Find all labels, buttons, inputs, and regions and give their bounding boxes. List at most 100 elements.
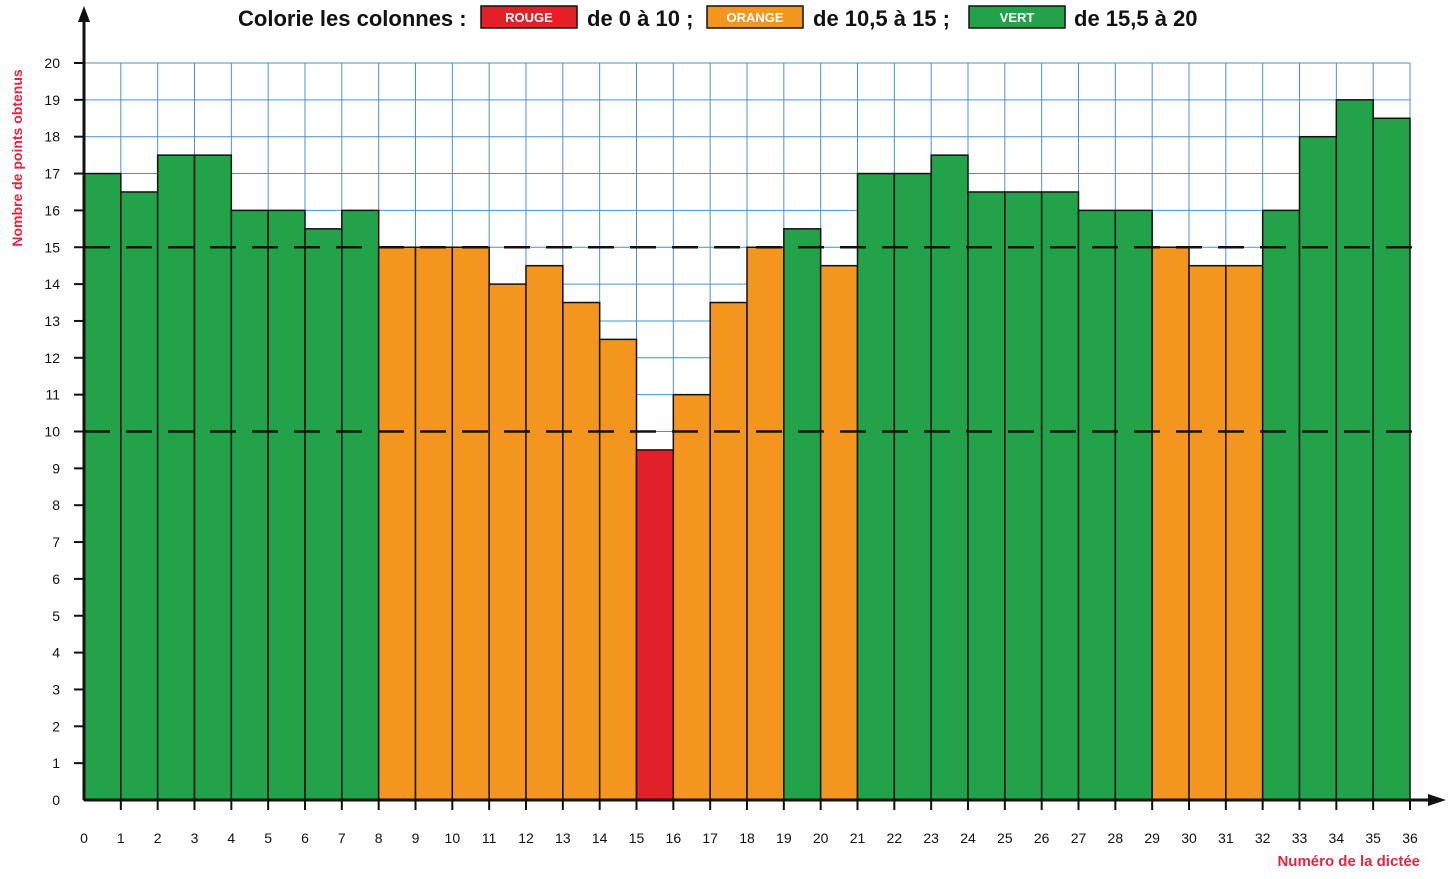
y-tick-label: 20 [44,55,60,71]
y-tick-label: 8 [52,497,60,513]
bar [1372,117,1411,801]
bar [414,246,454,801]
y-tick-label: 4 [52,645,60,661]
header-title: Colorie les colonnes : [238,6,467,31]
reference-lines [84,246,1418,433]
bar [783,228,822,801]
bar [1298,135,1338,801]
y-tick-label: 10 [44,424,60,440]
x-tick-label: 29 [1144,830,1160,846]
bar [635,449,675,801]
y-axis-arrow [78,6,90,22]
x-tick-label: 11 [482,830,497,846]
y-tick-label: 7 [52,534,60,550]
x-tick-label: 1 [117,830,125,846]
legend-label-orange: ORANGE [726,10,783,25]
x-tick-label: 2 [154,830,162,846]
x-tick-label: 14 [592,830,608,846]
y-tick-label: 6 [52,571,60,587]
x-tick-label: 4 [227,830,235,846]
bar [525,264,564,801]
x-tick-label: 10 [445,830,461,846]
x-tick-label: 19 [776,830,792,846]
bar [930,154,969,801]
bar [120,191,159,801]
bar [1261,209,1301,801]
bar [156,154,196,801]
y-tick-label: 11 [45,387,60,403]
x-tick-label: 36 [1402,830,1418,846]
y-tick-label: 3 [52,681,60,697]
bar [193,154,233,801]
bar [230,209,269,801]
x-tick-label: 32 [1255,830,1271,846]
bar [893,172,932,801]
x-axis-arrow [1428,794,1446,806]
x-tick-label: 17 [702,830,718,846]
bar [562,301,601,801]
chart-header: Colorie les colonnes : ROUGE de 0 à 10 ; OR… [238,5,1198,31]
bar [341,209,380,801]
bar [377,246,417,801]
bar [83,172,122,801]
x-tick-label: 5 [264,830,272,846]
x-tick-label: 6 [301,830,309,846]
bar [1040,191,1080,801]
x-tick-label: 16 [666,830,682,846]
x-tick-label: 24 [960,830,976,846]
x-tick-label: 27 [1071,830,1087,846]
x-tick-label: 25 [997,830,1013,846]
y-tick-label: 14 [44,276,60,292]
bar [1004,191,1043,801]
bar [488,283,527,801]
y-tick-label: 5 [52,608,60,624]
bars [83,99,1411,801]
x-tick-label: 21 [850,830,866,846]
x-tick-label: 30 [1181,830,1197,846]
bar [709,301,748,801]
y-tick-label: 13 [44,313,60,329]
x-tick-label: 7 [338,830,346,846]
bar [1225,264,1264,801]
bar [819,264,859,801]
bar [304,228,343,801]
bar [672,393,711,801]
axis-labels: Nombre de points obtenus Numéro de la dic… [9,69,1420,870]
y-tick-label: 15 [44,239,60,255]
x-tick-label: 8 [375,830,383,846]
bar [1335,99,1374,801]
x-tick-label: 26 [1034,830,1050,846]
legend-swatch-orange [706,5,804,29]
x-tick-label: 31 [1218,830,1234,846]
x-tick-label: 0 [80,830,88,846]
legend-label-vert: VERT [1000,10,1035,25]
x-tick-label: 15 [629,830,645,846]
legend-range-rouge: de 0 à 10 ; [587,6,693,31]
bar [267,209,306,801]
bar [598,338,638,801]
x-tick-label: 35 [1365,830,1381,846]
y-tick-label: 9 [52,460,60,476]
x-tick-label: 18 [739,830,755,846]
y-axis-label: Nombre de points obtenus [9,69,25,247]
legend-swatch-vert [968,5,1066,29]
y-tick-label: 16 [44,202,60,218]
x-tick-label: 9 [412,830,420,846]
x-tick-label: 12 [518,830,534,846]
x-tick-label: 3 [191,830,199,846]
legend-swatch-rouge [480,5,578,29]
y-tick-label: 1 [52,755,60,771]
x-tick-label: 34 [1329,830,1345,846]
x-tick-label: 20 [813,830,829,846]
y-tick-label: 2 [52,718,60,734]
bar [451,246,490,801]
legend-label-rouge: ROUGE [505,10,553,25]
x-tick-label: 13 [555,830,571,846]
bar [746,246,785,801]
bar [967,191,1006,801]
bar [1077,209,1117,801]
y-tick-label: 12 [44,350,60,366]
